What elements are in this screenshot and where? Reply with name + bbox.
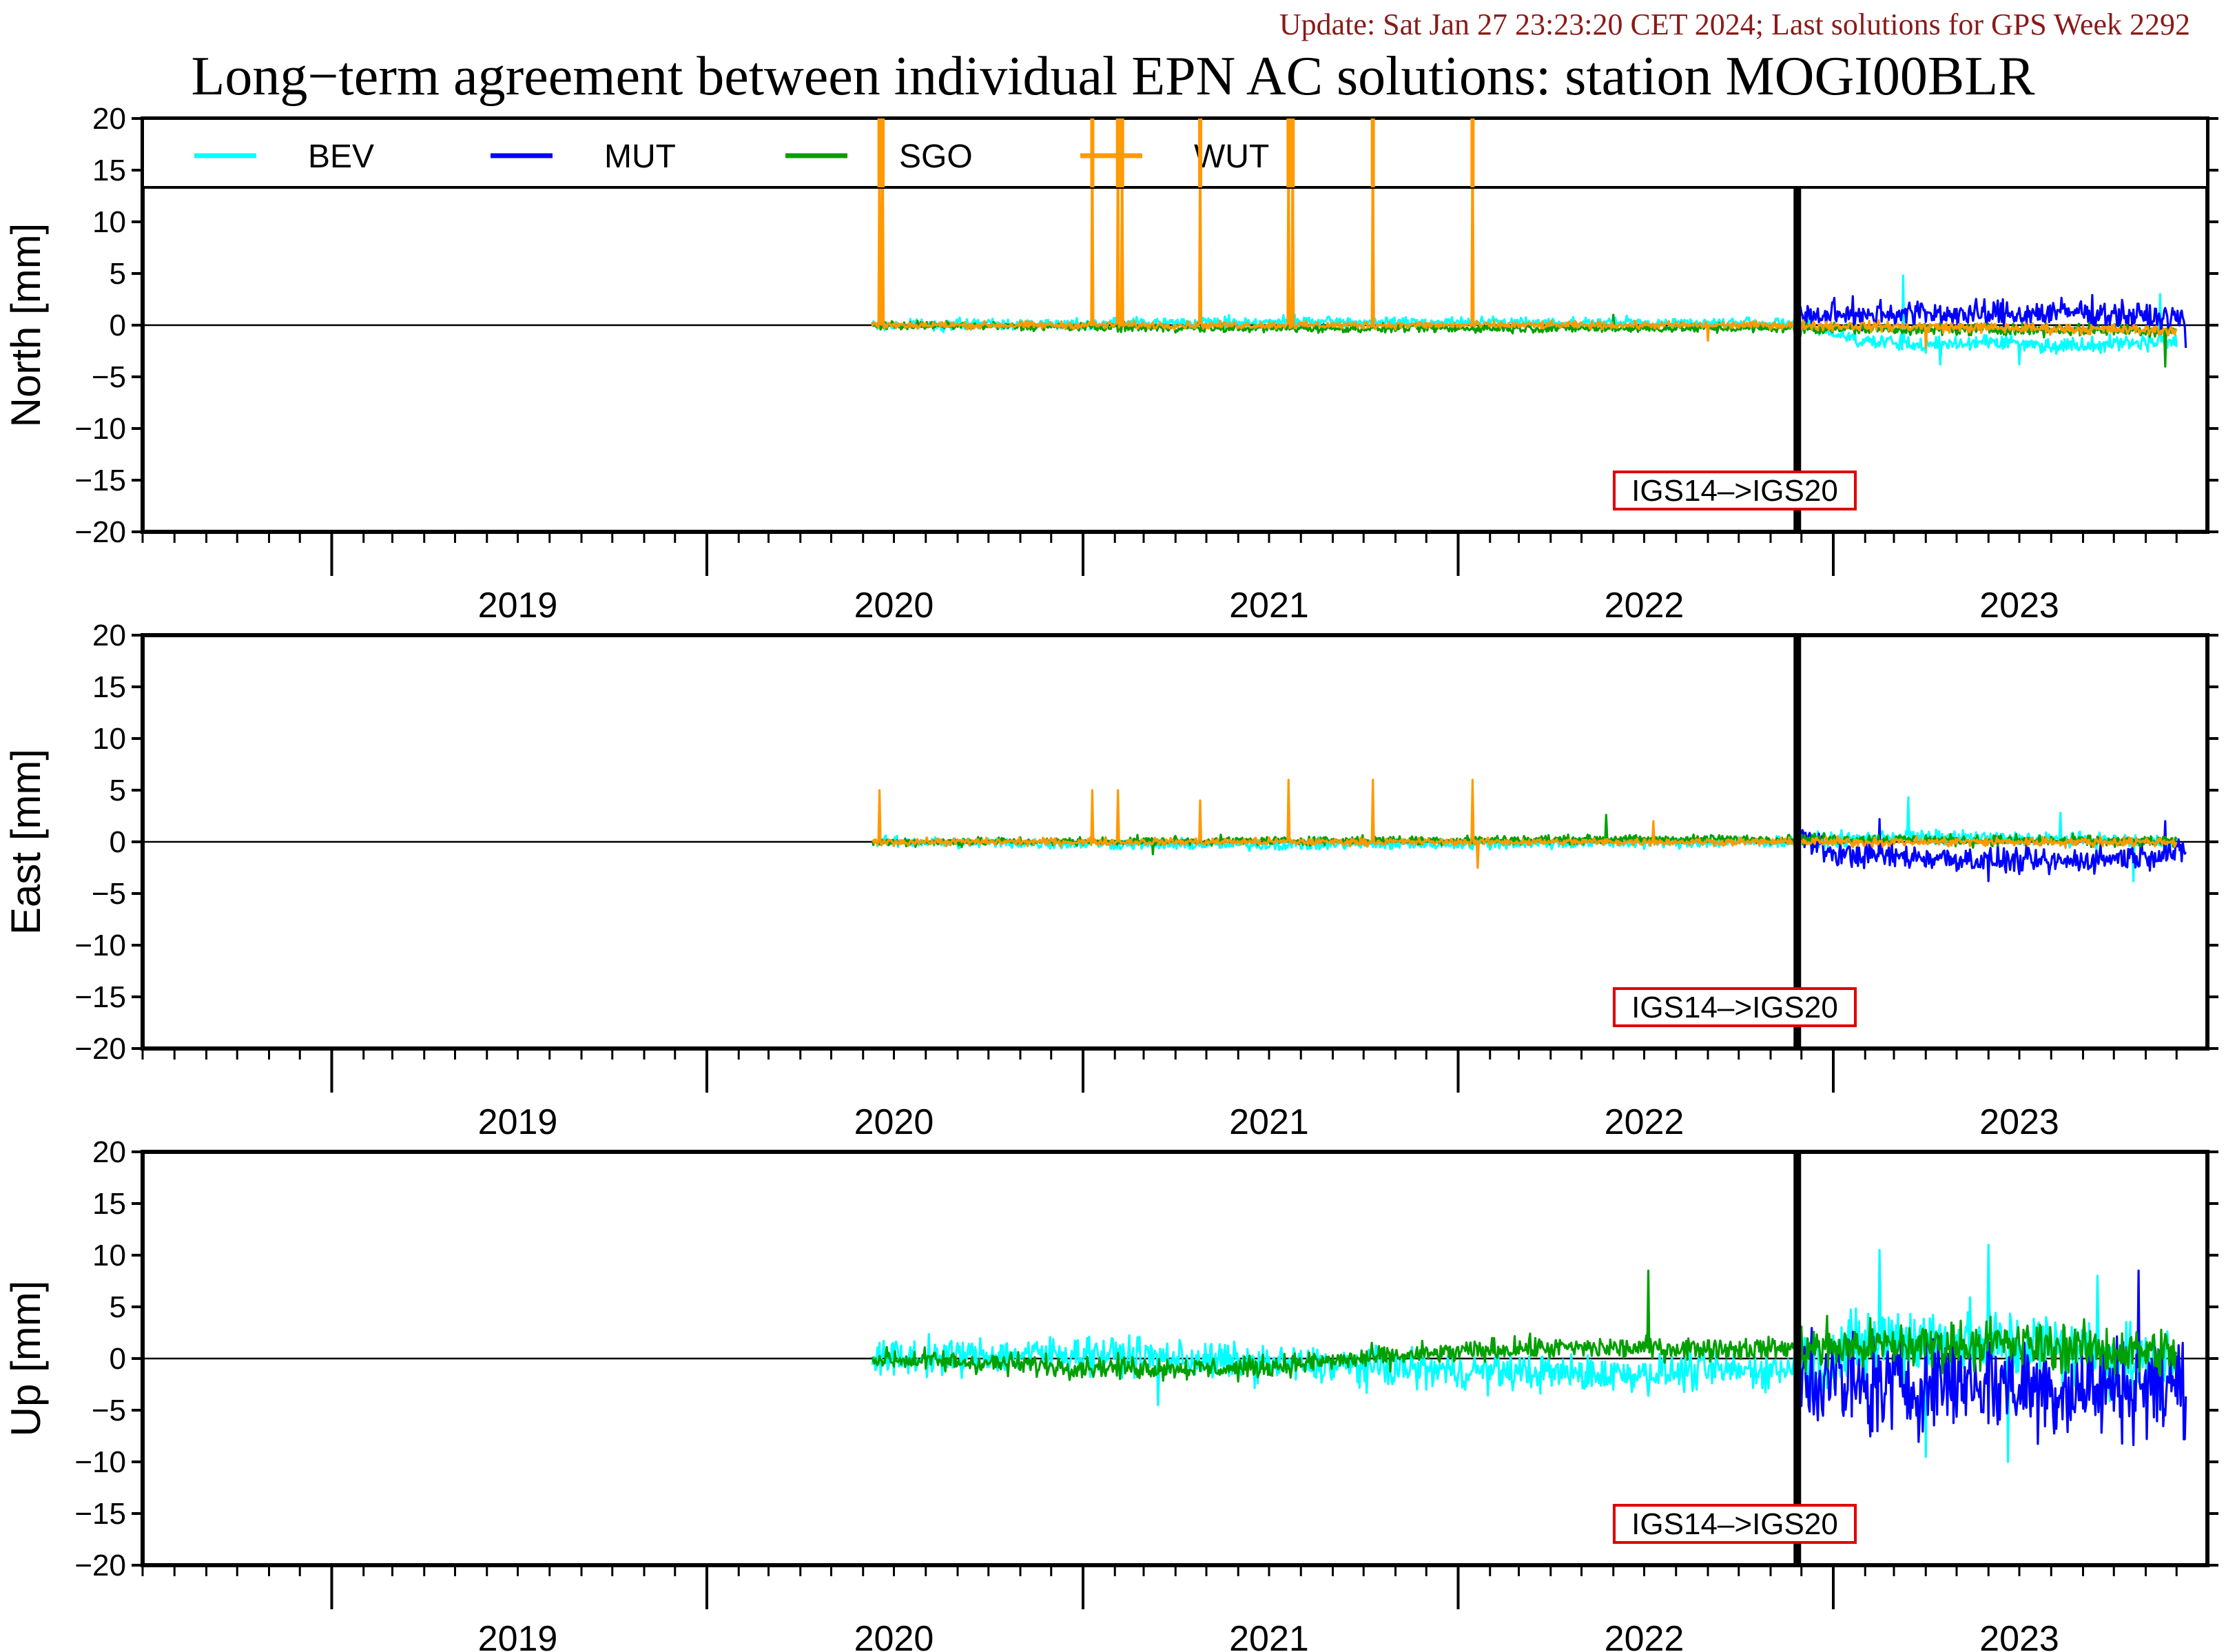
y-tick-label: −5 [92,877,126,911]
y-tick-label: −20 [74,1032,126,1066]
x-tick-label: 2023 [1979,1102,2059,1142]
y-tick-label: 15 [92,670,126,704]
series-mut-line [1796,293,2187,349]
legend-label-wut: WUT [1194,138,1269,175]
y-tick-label: 5 [110,257,126,291]
reference-change-label: IGS14–>IGS20 [1631,474,1838,508]
legend-label-bev: BEV [308,138,374,175]
y-tick-label: −10 [74,929,126,962]
y-tick-label: 10 [92,722,126,756]
y-tick-label: −15 [74,980,126,1014]
series-bev-line [871,274,2178,366]
x-tick-label: 2022 [1605,586,1684,626]
x-tick-label: 2020 [854,586,934,626]
series-mut-line [1796,818,2187,882]
legend-label-mut: MUT [604,138,676,175]
legend-label-sgo: SGO [899,138,973,175]
y-tick-label: −15 [74,1497,126,1531]
panel-north: 20 15 10 5 0 −5 −10 −15 −20 North [mm] 2019 2020 202… [3,102,2218,626]
y-tick-label: 0 [110,309,126,342]
y-tick-label: 20 [92,1135,126,1169]
y-tick-label: 0 [110,825,126,859]
panel-east: 20 15 10 5 0 −5 −10 −15 −20 East [mm] 2019 2020 2021… [3,619,2218,1142]
series-wut-line [872,778,2178,869]
y-tick-label: 10 [92,205,126,239]
reference-change-label: IGS14–>IGS20 [1631,991,1838,1024]
y-tick-label: −10 [74,1445,126,1479]
reference-change-box [1613,1504,1857,1544]
y-axis-label: East [mm] [3,749,49,935]
y-tick-label: 0 [110,1342,126,1376]
y-tick-label: 15 [92,154,126,187]
x-tick-label: 2021 [1229,586,1309,626]
x-tick-label: 2022 [1605,1619,1684,1652]
y-tick-label: −5 [92,360,126,394]
y-tick-label: 20 [92,102,126,136]
series-mut-line [1796,1269,2187,1447]
y-tick-label: 10 [92,1239,126,1272]
x-tick-label: 2019 [478,1619,558,1652]
x-tick-label: 2021 [1229,1102,1309,1142]
y-tick-label: 15 [92,1187,126,1221]
chart-title: Long−term agreement between individual E… [191,46,2035,107]
data-area [871,1243,2187,1463]
panel-up: 20 15 10 5 0 −5 −10 −15 −20 Up [mm] 2019 2020 2021 20… [3,1135,2218,1652]
y-tick-label: −15 [74,464,126,497]
data-area [871,118,2187,368]
x-tick-label: 2021 [1229,1619,1309,1652]
y-tick-label: 20 [92,619,126,652]
x-tick-label: 2019 [478,1102,558,1142]
x-tick-label: 2023 [1979,1619,2059,1652]
series-wut-line [871,118,2178,349]
y-tick-label: −20 [74,515,126,549]
y-tick-label: −10 [74,412,126,446]
y-tick-label: −20 [74,1549,126,1582]
y-tick-label: −5 [92,1394,126,1427]
y-tick-label: 5 [110,774,126,807]
y-axis-label: Up [mm] [3,1281,49,1437]
reference-change-box [1613,987,1857,1027]
x-tick-label: 2020 [854,1619,934,1652]
x-tick-label: 2019 [478,586,558,626]
reference-change-box [1613,471,1857,510]
update-notice: Update: Sat Jan 27 23:23:20 CET 2024; La… [1279,8,2190,41]
reference-change-label: IGS14–>IGS20 [1631,1507,1838,1541]
y-axis-label: North [mm] [3,223,49,428]
x-tick-label: 2023 [1979,586,2059,626]
x-tick-label: 2020 [854,1102,934,1142]
x-tick-label: 2022 [1605,1102,1684,1142]
legend-box [141,117,2209,189]
y-tick-label: 5 [110,1290,126,1324]
series-sgo-line [871,1269,2178,1383]
data-area [871,778,2187,882]
